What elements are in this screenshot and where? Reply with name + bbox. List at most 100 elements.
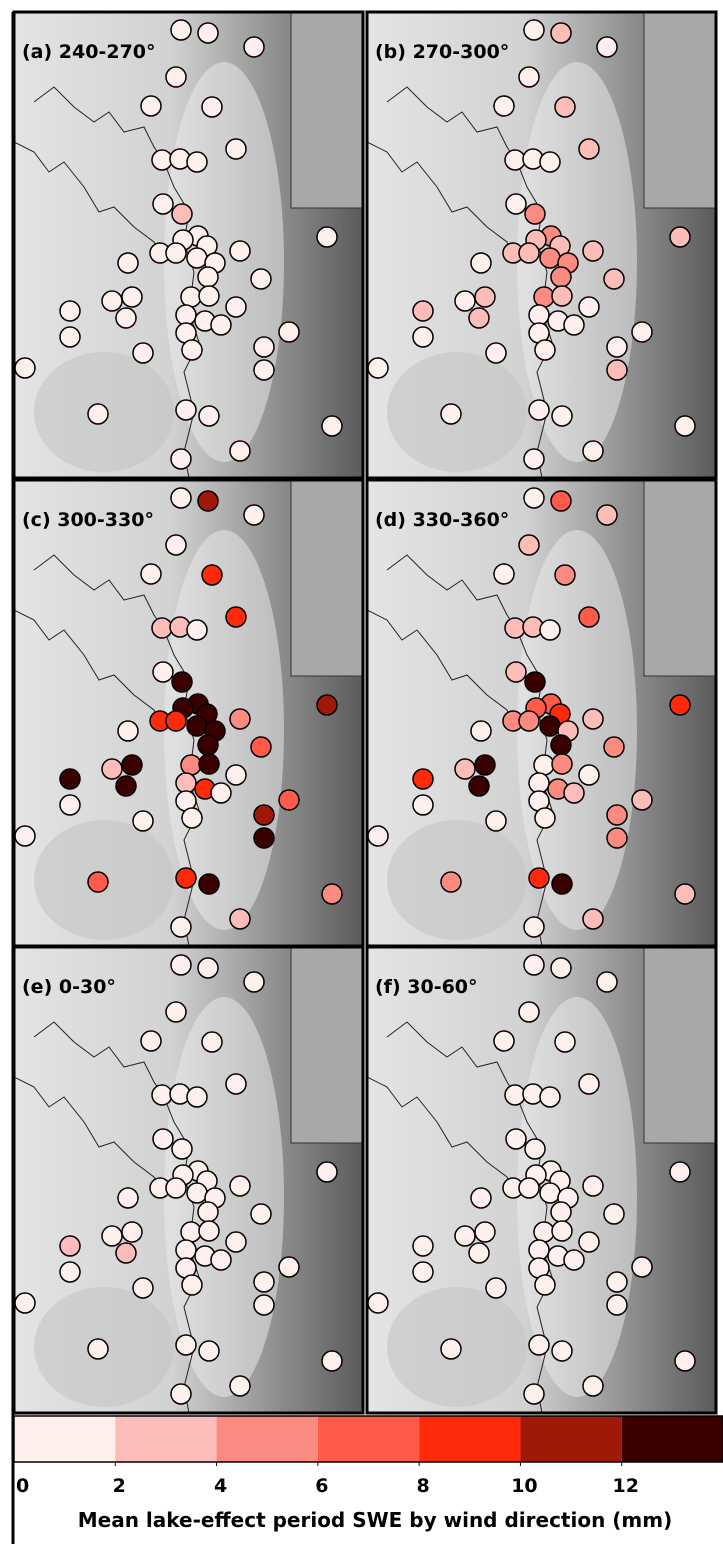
station <box>187 716 207 736</box>
station <box>187 248 207 268</box>
station <box>15 1293 35 1313</box>
station <box>198 1202 218 1222</box>
station <box>524 488 544 508</box>
colorbar-tick-label: 0 <box>16 1475 29 1497</box>
station <box>540 620 560 640</box>
station <box>535 1275 555 1295</box>
station <box>198 491 218 511</box>
station <box>607 360 627 380</box>
station <box>171 1384 191 1404</box>
station <box>176 400 196 420</box>
station <box>564 315 584 335</box>
station <box>551 491 571 511</box>
panel-content <box>367 947 723 1413</box>
station <box>141 1031 161 1051</box>
station <box>211 1250 231 1270</box>
colorbar-swatch <box>419 1416 520 1462</box>
station <box>597 37 617 57</box>
colorbar-tick-label: 6 <box>315 1475 328 1497</box>
station <box>579 1074 599 1094</box>
station <box>133 343 153 363</box>
station <box>519 711 539 731</box>
station <box>475 755 495 775</box>
station <box>368 1293 388 1313</box>
station <box>441 872 461 892</box>
station <box>198 267 218 287</box>
station <box>322 884 342 904</box>
station <box>122 287 142 307</box>
station <box>187 152 207 172</box>
station <box>524 20 544 40</box>
station <box>176 1335 196 1355</box>
colorbar-label: Mean lake-effect period SWE by wind dire… <box>78 1508 673 1532</box>
station <box>529 1240 549 1260</box>
station <box>171 449 191 469</box>
station <box>254 805 274 825</box>
station <box>88 404 108 424</box>
station <box>604 737 624 757</box>
station <box>471 253 491 273</box>
station <box>317 227 337 247</box>
station <box>524 449 544 469</box>
station <box>230 709 250 729</box>
station <box>171 917 191 937</box>
station <box>604 269 624 289</box>
station <box>199 1221 219 1241</box>
station <box>187 1183 207 1203</box>
map-panel: (a) 240-270° <box>14 12 371 478</box>
station <box>244 37 264 57</box>
state-box <box>291 480 371 676</box>
colorbar-tick-label: 8 <box>417 1475 430 1497</box>
map-panel: (c) 300-330° <box>14 480 371 946</box>
station <box>141 96 161 116</box>
station <box>199 1341 219 1361</box>
station <box>182 808 202 828</box>
station <box>670 695 690 715</box>
station <box>317 695 337 715</box>
station <box>230 241 250 261</box>
station <box>413 769 433 789</box>
station <box>118 253 138 273</box>
panel-title: (d) 330-360° <box>375 509 509 531</box>
station <box>494 96 514 116</box>
station <box>519 1178 539 1198</box>
station <box>230 909 250 929</box>
colorbar-tick-label: 12 <box>612 1475 638 1497</box>
station <box>251 1204 271 1224</box>
panel-title: (f) 30-60° <box>375 976 478 998</box>
station <box>529 1335 549 1355</box>
station <box>524 1384 544 1404</box>
station <box>226 765 246 785</box>
station <box>471 1188 491 1208</box>
station <box>187 1087 207 1107</box>
station <box>607 337 627 357</box>
map-panel: (d) 330-360° <box>367 480 723 946</box>
station <box>60 769 80 789</box>
station <box>583 709 603 729</box>
station <box>534 755 554 775</box>
station <box>519 1002 539 1022</box>
station <box>670 227 690 247</box>
station <box>525 204 545 224</box>
colorbar-swatch <box>520 1416 621 1462</box>
station <box>519 243 539 263</box>
station <box>279 1257 299 1277</box>
panel-content <box>14 947 371 1413</box>
station <box>494 1031 514 1051</box>
station <box>171 488 191 508</box>
station <box>176 868 196 888</box>
station <box>368 358 388 378</box>
station <box>583 909 603 929</box>
station <box>15 358 35 378</box>
station <box>413 1262 433 1282</box>
station <box>202 1032 222 1052</box>
station <box>632 322 652 342</box>
station <box>176 305 196 325</box>
station <box>141 564 161 584</box>
station <box>555 565 575 585</box>
colorbar-tick-label: 4 <box>214 1475 227 1497</box>
station <box>534 287 554 307</box>
station <box>251 269 271 289</box>
station <box>133 1278 153 1298</box>
station <box>494 564 514 584</box>
